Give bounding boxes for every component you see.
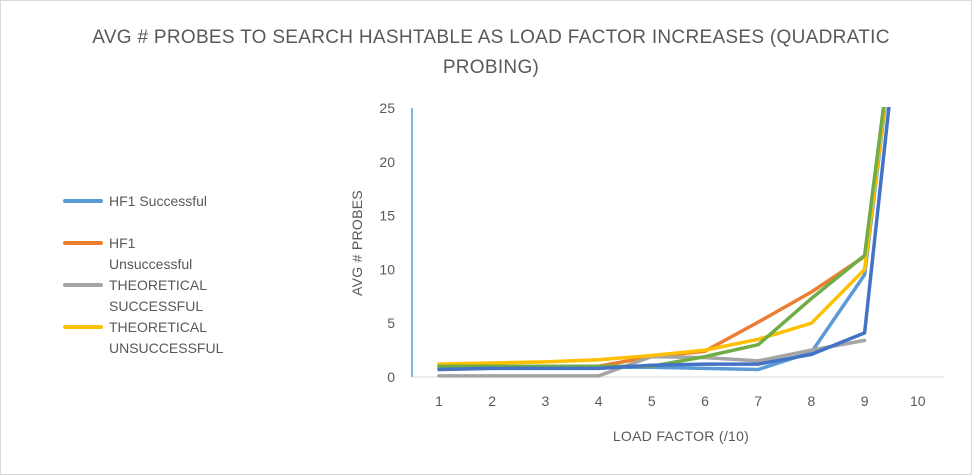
y-axis-label: AVG # PROBES	[349, 190, 365, 296]
x-tick-label: 4	[595, 393, 603, 409]
legend-swatch-hf1-unsuccessful	[63, 241, 103, 245]
y-tick-label: 25	[379, 100, 395, 116]
chart-title-line-1: AVG # PROBES TO SEARCH HASHTABLE AS LOAD…	[92, 27, 890, 48]
x-tick-label: 6	[701, 393, 709, 409]
series-line-3	[437, 338, 867, 378]
y-tick-label: 0	[387, 369, 395, 385]
y-tick-label: 5	[387, 315, 395, 331]
legend-label-theoretical-successful: THEORETICAL SUCCESSFUL	[109, 277, 207, 314]
legend-swatch-hf1-successful	[63, 199, 103, 203]
series-line-6	[437, 107, 891, 372]
legend-swatch-theoretical-successful	[63, 283, 103, 287]
x-axis-label: LOAD FACTOR (/10)	[613, 428, 749, 444]
legend-swatch-theoretical-unsuccessful	[63, 325, 103, 329]
legend-label-hf1-successful: HF1 Successful	[109, 193, 208, 209]
y-tick-label: 15	[379, 208, 395, 224]
series-line-1	[437, 107, 887, 372]
series-line-5	[437, 107, 886, 368]
chart-title: AVG # PROBES TO SEARCH HASHTABLE AS LOAD…	[91, 23, 891, 83]
legend-label-theoretical-unsuccessful: THEORETICAL UNSUCCESSFUL	[109, 319, 224, 356]
x-tick-label: 3	[542, 393, 550, 409]
x-tick-label: 9	[861, 393, 869, 409]
series-line-2	[437, 107, 886, 368]
chart-title-line-2: PROBING)	[442, 57, 540, 78]
x-tick-label: 7	[754, 393, 762, 409]
x-tick-label: 8	[808, 393, 816, 409]
series-line-4	[437, 107, 887, 366]
tick-labels: 0 5 10 15 20 25 1 2 3 4 5 6 7 8 9 10	[379, 100, 925, 409]
x-tick-label: 5	[648, 393, 656, 409]
y-tick-label: 20	[379, 154, 395, 170]
x-tick-label: 10	[910, 393, 926, 409]
y-tick-label: 10	[379, 261, 395, 277]
x-tick-label: 2	[488, 393, 496, 409]
series-group	[437, 107, 891, 378]
x-tick-label: 1	[435, 393, 443, 409]
legend-label-hf1-unsuccessful: HF1 Unsuccessful	[109, 235, 193, 272]
axes	[411, 108, 944, 378]
